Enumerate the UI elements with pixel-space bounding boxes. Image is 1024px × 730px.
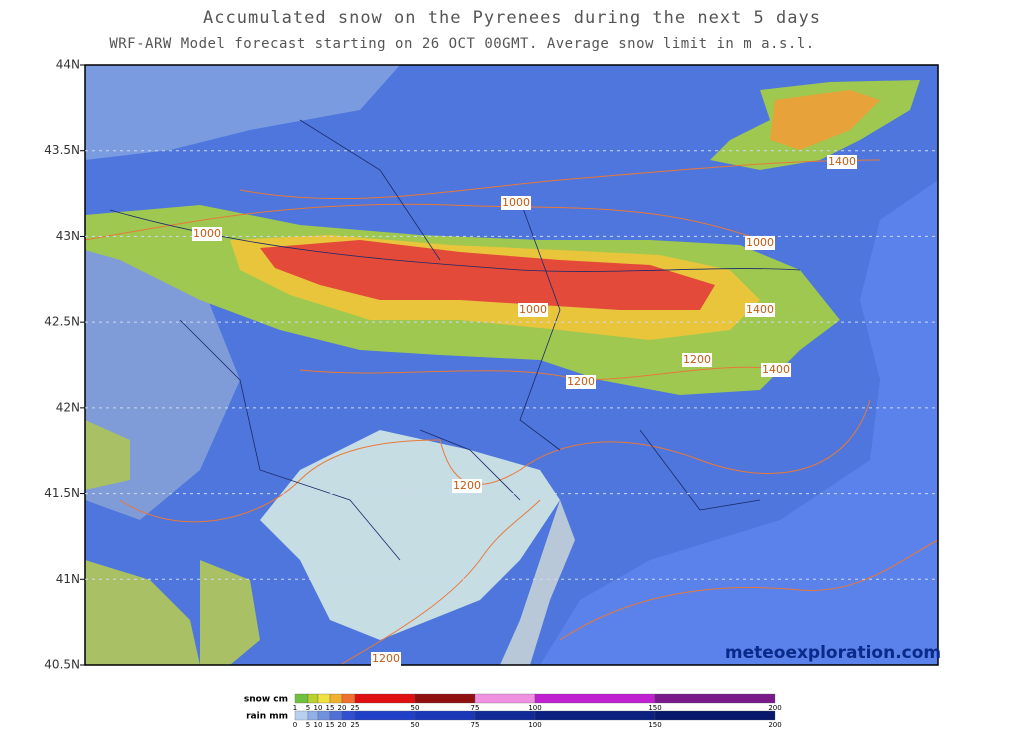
legend-tick: 100 xyxy=(528,721,541,729)
latitude-label: 44N xyxy=(56,58,80,72)
legend-tick: 25 xyxy=(351,721,360,729)
watermark: meteoexploration.com xyxy=(725,643,941,663)
contour-label-box xyxy=(518,303,548,317)
legend-tick: 5 xyxy=(306,721,310,729)
contour-label-box xyxy=(371,652,401,666)
legend-swatch xyxy=(307,710,319,721)
contour-label: 1000 xyxy=(519,303,547,316)
legend-swatch xyxy=(317,693,331,704)
legend-tick: 50 xyxy=(411,721,420,729)
snow-mid xyxy=(770,90,880,150)
legend-swatch xyxy=(654,693,776,704)
contour xyxy=(119,439,441,523)
title: Accumulated snow on the Pyrenees during … xyxy=(203,8,821,28)
legend-swatch xyxy=(341,710,356,721)
latitude-label: 41.5N xyxy=(44,486,80,500)
contour-label: 1000 xyxy=(193,227,221,240)
contour-label-box xyxy=(827,155,857,169)
legend-tick: 150 xyxy=(648,721,661,729)
map xyxy=(85,65,938,665)
legend-tick: 20 xyxy=(338,721,347,729)
latitude-label: 43N xyxy=(56,229,80,243)
coast xyxy=(500,500,575,665)
region xyxy=(85,65,400,160)
legend-swatch xyxy=(329,710,343,721)
legend-swatch xyxy=(474,710,536,721)
borders xyxy=(109,119,801,561)
legend-tick: 200 xyxy=(768,704,781,712)
contour-label: 1400 xyxy=(746,303,774,316)
contour xyxy=(339,499,541,665)
legend-swatch xyxy=(534,710,656,721)
legend-tick: 0 xyxy=(293,721,297,729)
latitude-label: 43.5N xyxy=(44,143,80,157)
legend-tick: 150 xyxy=(648,704,661,712)
latitude-label: 40.5N xyxy=(44,658,80,672)
legend-swatch xyxy=(317,710,331,721)
contour-label: 1200 xyxy=(683,353,711,366)
legend-tick: 100 xyxy=(528,704,541,712)
legend-swatch xyxy=(354,710,416,721)
contour-label: 1200 xyxy=(453,479,481,492)
rain-region xyxy=(85,560,200,665)
map-frame xyxy=(84,64,939,666)
contour-label-box xyxy=(745,236,775,250)
contour-label: 1400 xyxy=(828,155,856,168)
latitude-label: 42N xyxy=(56,400,80,414)
contour-label-box xyxy=(566,375,596,389)
legend-swatch xyxy=(534,693,656,704)
legend-label: rain mm xyxy=(246,712,288,722)
legend-swatch xyxy=(341,693,356,704)
contour xyxy=(559,539,938,641)
contour xyxy=(239,159,881,200)
rain-region xyxy=(85,420,130,490)
latitude-label: 41N xyxy=(56,572,80,586)
contour-label-box xyxy=(192,227,222,241)
legend-label: snow cm xyxy=(244,695,288,705)
legend-tick: 25 xyxy=(351,704,360,712)
legend-tick: 50 xyxy=(411,704,420,712)
legend-swatch xyxy=(294,710,309,721)
contour-label-box xyxy=(452,479,482,493)
legend-swatch xyxy=(329,693,343,704)
legend-tick: 75 xyxy=(471,721,480,729)
contour-label-box xyxy=(745,303,775,317)
legend-tick: 15 xyxy=(326,721,335,729)
legend-tick: 5 xyxy=(306,704,310,712)
subtitle: WRF-ARW Model forecast starting on 26 OC… xyxy=(109,36,814,52)
contour-label: 1200 xyxy=(372,652,400,665)
sea xyxy=(540,180,938,665)
border xyxy=(179,319,521,561)
legend-swatch xyxy=(307,693,319,704)
border xyxy=(109,209,801,272)
legend-tick: 10 xyxy=(314,704,323,712)
legend-swatch xyxy=(354,693,416,704)
contour-label: 1400 xyxy=(762,363,790,376)
contour-label-box xyxy=(501,196,531,210)
legend-tick: 15 xyxy=(326,704,335,712)
dry-region xyxy=(260,430,560,640)
legend-swatch xyxy=(414,693,476,704)
border xyxy=(299,119,761,511)
legend-swatch xyxy=(474,693,536,704)
contour-label: 1200 xyxy=(567,375,595,388)
legend-tick: 10 xyxy=(314,721,323,729)
legend-tick: 200 xyxy=(768,721,781,729)
legend-tick: 20 xyxy=(338,704,347,712)
latitude-label: 42.5N xyxy=(44,315,80,329)
contour-label: 1000 xyxy=(746,236,774,249)
legend-swatch xyxy=(654,710,776,721)
contour-label-box xyxy=(682,353,712,367)
legend-tick: 1 xyxy=(293,704,297,712)
rain-region xyxy=(200,560,260,665)
legend-swatch xyxy=(414,710,476,721)
legend-swatch xyxy=(294,693,309,704)
contour-label: 1000 xyxy=(502,196,530,209)
legend-tick: 75 xyxy=(471,704,480,712)
contour-label-box xyxy=(761,363,791,377)
contour xyxy=(85,203,761,241)
